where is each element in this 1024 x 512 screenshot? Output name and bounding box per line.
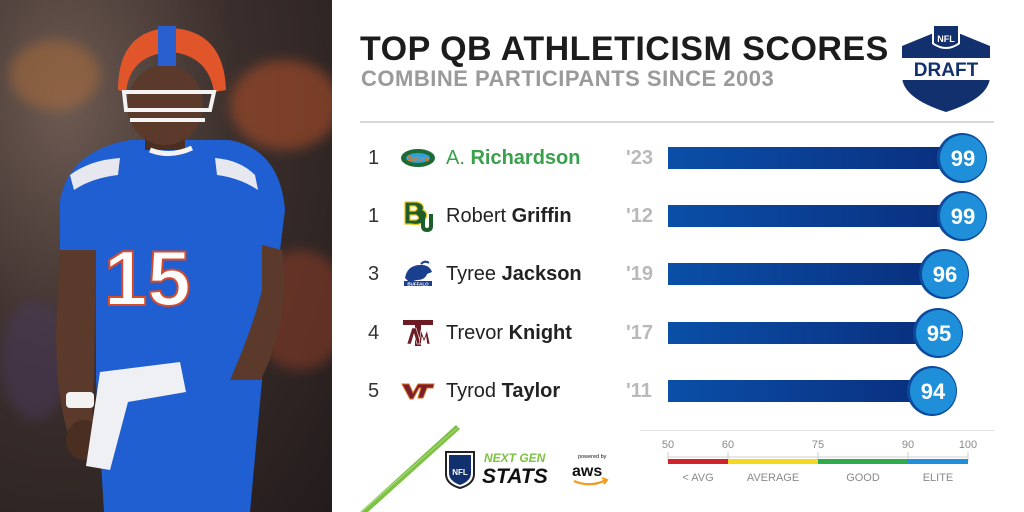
- ranking-row: 1 Gators A. Richardson '23: [360, 133, 1000, 183]
- rank-number: 3: [368, 263, 380, 285]
- scale-tick-label: 100: [959, 439, 977, 451]
- player-last-name: Richardson: [470, 147, 581, 169]
- combine-year: '11: [626, 380, 652, 402]
- ranking-row: 4 Trevor Knight '17: [360, 308, 1000, 358]
- scale-band-label: AVERAGE: [747, 472, 799, 484]
- scale-tick-label: 90: [902, 439, 914, 451]
- svg-text:Gators: Gators: [407, 156, 430, 163]
- nfl-draft-logo: NFL DRAFT: [896, 24, 996, 112]
- player-first-name: Robert: [446, 205, 507, 227]
- buffalo-bull-icon: BUFFALO: [400, 257, 436, 291]
- player-last-name: Jackson: [501, 263, 582, 285]
- scale-band: [728, 459, 818, 464]
- player-first-name: Tyree: [446, 263, 497, 285]
- scale-band-label: < AVG: [682, 472, 713, 484]
- chart-subtitle: COMBINE PARTICIPANTS SINCE 2003: [361, 66, 775, 91]
- player-name: Tyree Jackson: [446, 263, 582, 286]
- combine-year: '23: [626, 147, 654, 169]
- player-name: A. Richardson: [446, 147, 581, 170]
- rank-number: 5: [368, 380, 380, 402]
- scale-tick-label: 50: [662, 439, 674, 451]
- player-first-name: Trevor: [446, 322, 504, 344]
- player-first-name: Tyrod: [446, 380, 497, 402]
- svg-text:15: 15: [104, 234, 191, 322]
- score-scale-legend: 50 60 75 90 100 < AVG AVERAGE GOOD ELITE: [640, 430, 994, 484]
- scale-band: [668, 459, 728, 464]
- scale-tick-label: 60: [722, 439, 734, 451]
- virginia-tech-icon: [400, 374, 436, 408]
- powered-by-label: powered by: [578, 454, 607, 460]
- combine-year: '17: [626, 322, 654, 344]
- florida-gators-icon: Gators: [400, 141, 436, 175]
- rank-number: 1: [368, 147, 380, 169]
- ranking-row: 5 Tyrod Taylor '11: [360, 366, 1000, 416]
- player-last-name: Taylor: [501, 380, 561, 402]
- player-figure: 15: [56, 26, 285, 512]
- header-divider: [360, 121, 994, 123]
- ngs-line1: NEXT GEN: [484, 451, 546, 465]
- ranking-row: 3 BUFFALO Tyree Jackson '19: [360, 249, 1000, 299]
- svg-text:BUFFALO: BUFFALO: [407, 282, 429, 287]
- rank-number: 4: [368, 322, 380, 344]
- aws-logo: aws: [572, 463, 602, 480]
- player-first-name: A.: [446, 147, 465, 169]
- scale-tick-label: 75: [812, 439, 824, 451]
- scale-band: [908, 459, 968, 464]
- ranking-row: 1 Robert Griffin '12: [360, 191, 1000, 241]
- chart-title: TOP QB ATHLETICISM SCORES: [360, 30, 889, 68]
- ngs-line2: STATS: [482, 465, 548, 488]
- combine-year: '12: [626, 205, 654, 227]
- player-name: Trevor Knight: [446, 322, 572, 345]
- player-name: Tyrod Taylor: [446, 380, 560, 403]
- player-last-name: Knight: [508, 322, 572, 344]
- nfl-shield-text: NFL: [937, 34, 955, 44]
- scale-band: [818, 459, 908, 464]
- player-name: Robert Griffin: [446, 205, 572, 228]
- combine-year: '19: [626, 263, 654, 285]
- accent-slash: [360, 425, 460, 512]
- svg-text:NFL: NFL: [452, 468, 468, 477]
- draft-banner-text: DRAFT: [914, 60, 979, 81]
- rank-number: 1: [368, 205, 380, 227]
- player-last-name: Griffin: [511, 205, 572, 227]
- player-photo: 15: [0, 0, 332, 512]
- baylor-bu-icon: [400, 199, 436, 233]
- scale-band-label: ELITE: [923, 472, 954, 484]
- next-gen-stats-logo: NFL NEXT GEN STATS powered by aws: [445, 451, 609, 490]
- texas-am-icon: [400, 316, 436, 350]
- scale-band-label: GOOD: [846, 472, 880, 484]
